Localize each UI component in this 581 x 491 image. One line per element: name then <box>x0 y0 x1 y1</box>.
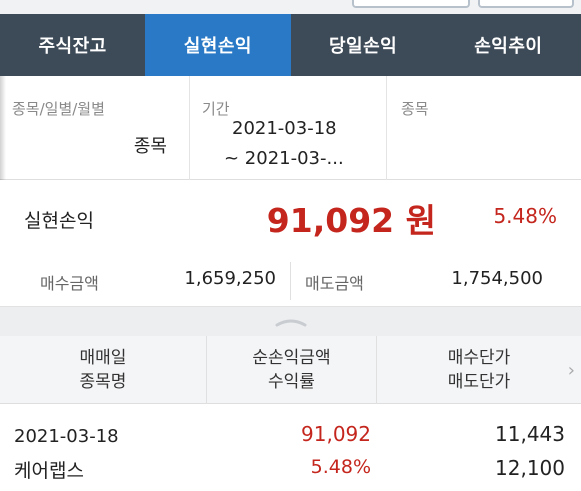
sell-amount-value: 1,754,500 <box>451 268 543 289</box>
amount-row: 매수금액 1,659,250 매도금액 1,754,500 <box>0 256 581 306</box>
row-trade-date: 2021-03-18 <box>14 426 119 447</box>
filter-type-value: 종목 <box>133 136 167 157</box>
filter-type-selector[interactable]: 종목/일별/월별 종목 <box>0 76 190 180</box>
realized-pl-value: 91,092 원 <box>266 201 436 240</box>
filter-period-start: 2021-03-18 <box>232 118 337 139</box>
column-header-sell-price: 매도단가 <box>447 372 511 392</box>
realized-pl-rate: 5.48% <box>493 204 557 228</box>
row-return-rate: 5.48% <box>310 456 371 478</box>
column-header-pl-rate[interactable]: 순손익금액 수익률 <box>207 336 377 404</box>
amount-divider <box>290 262 291 300</box>
realized-pl-label: 실현손익 <box>24 210 94 232</box>
tab-bar: 주식잔고 실현손익 당일손익 손익추이 <box>0 14 581 76</box>
tab-daily-pl[interactable]: 당일손익 <box>329 36 398 57</box>
collapse-handle-bar[interactable] <box>0 306 581 336</box>
column-header-return-rate: 수익률 <box>268 372 315 392</box>
drawer-shadow <box>0 76 6 256</box>
tab-pl-trend[interactable]: 손익추이 <box>474 36 543 57</box>
chevron-up-icon[interactable] <box>275 317 307 327</box>
column-header-trade-date: 매매일 <box>79 348 127 368</box>
top-strip <box>0 0 581 14</box>
top-button-1[interactable] <box>352 0 470 8</box>
sell-amount-label: 매도금액 <box>305 274 364 293</box>
filter-type-label: 종목/일별/월별 <box>12 100 105 118</box>
filter-period-selector[interactable]: 기간 2021-03-18 ~ 2021-03-... <box>190 76 387 180</box>
filter-row: 종목/일별/월별 종목 기간 2021-03-18 ~ 2021-03-... … <box>0 76 581 180</box>
filter-stock-label: 종목 <box>401 100 429 118</box>
column-header-stock-name: 종목명 <box>79 372 127 392</box>
row-sell-price: 12,100 <box>495 456 565 480</box>
tab-realized-pl[interactable]: 실현손익 <box>145 14 291 76</box>
tab-stock-balance[interactable]: 주식잔고 <box>38 36 107 57</box>
realized-pl-summary: 실현손익 91,092 원 5.48% <box>0 180 581 256</box>
column-header-buy-price: 매수단가 <box>447 348 511 368</box>
column-header-prices[interactable]: 매수단가 매도단가 <box>377 336 581 404</box>
chevron-right-icon[interactable]: › <box>567 360 575 381</box>
table-header: 매매일 종목명 순손익금액 수익률 매수단가 매도단가 › <box>0 336 581 404</box>
table-row[interactable]: 2021-03-18 케어랩스 91,092 5.48% 11,443 12,1… <box>0 404 581 491</box>
column-header-net-pl: 순손익금액 <box>252 348 331 368</box>
buy-amount-value: 1,659,250 <box>184 268 276 289</box>
filter-stock-selector[interactable]: 종목 <box>387 76 581 180</box>
column-header-date-name[interactable]: 매매일 종목명 <box>0 336 207 404</box>
buy-amount-label: 매수금액 <box>40 274 99 293</box>
row-stock-name: 케어랩스 <box>14 460 84 482</box>
top-button-2[interactable] <box>478 0 574 8</box>
filter-period-end: ~ 2021-03-... <box>224 148 344 169</box>
filter-period-label: 기간 <box>202 100 230 118</box>
row-net-pl: 91,092 <box>301 422 371 446</box>
row-buy-price: 11,443 <box>495 422 565 446</box>
